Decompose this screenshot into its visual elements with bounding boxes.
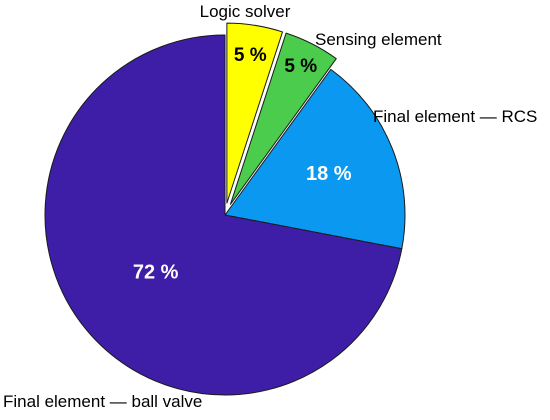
- category-label-logic-solver: Logic solver: [200, 2, 291, 21]
- pie-slice-final-element-ball-valve: [44, 34, 403, 396]
- category-labels-layer: Logic solver Sensing element Final element…: [3, 2, 537, 411]
- pie-slice-logic-solver: [226, 22, 283, 204]
- value-label-logic-solver: 5 %: [234, 45, 267, 66]
- value-labels-layer: 5 % 5 % 18 % 72 %: [133, 45, 352, 283]
- category-label-sensing-element: Sensing element: [315, 30, 442, 49]
- value-label-sensing-element: 5 %: [284, 56, 317, 77]
- pie-slice-final-element-rcs: [224, 68, 406, 250]
- pie-slice-sensing-element: [229, 32, 337, 205]
- category-label-final-element-ball-valve: Final element — ball valve: [3, 392, 202, 411]
- category-label-final-element-rcs: Final element — RCS: [373, 107, 537, 126]
- value-label-final-element-rcs: 18 %: [306, 163, 352, 185]
- value-label-final-element-ball-valve: 72 %: [133, 261, 179, 283]
- slices-layer: [44, 22, 406, 396]
